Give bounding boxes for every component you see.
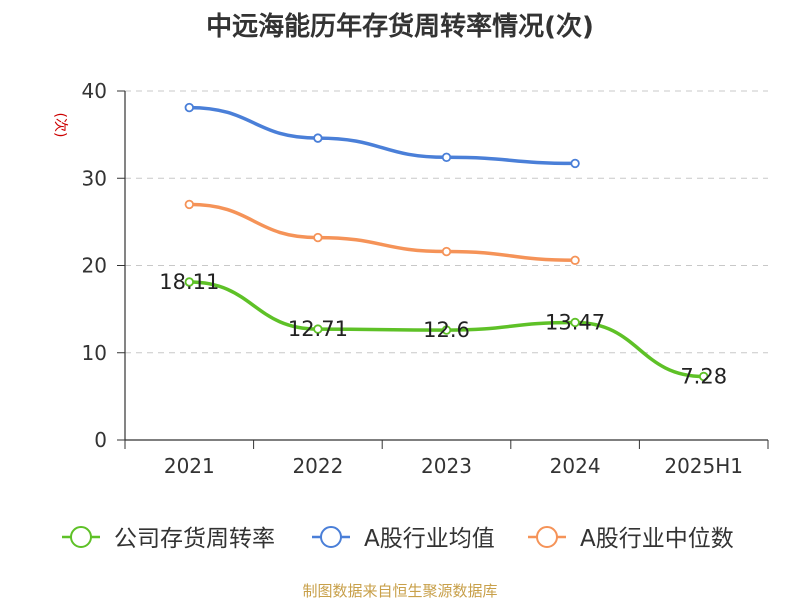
x-tick-label: 2025H1 <box>664 454 743 478</box>
series-line <box>189 105 576 166</box>
data-label: 12.6 <box>423 318 470 342</box>
data-point <box>184 102 194 113</box>
legend-label: A股行业中位数 <box>580 526 734 552</box>
y-tick-label: 40 <box>82 79 107 103</box>
data-label: 13.47 <box>545 310 605 334</box>
series-line <box>189 202 576 263</box>
legend-marker <box>320 526 342 548</box>
data-point <box>570 158 580 169</box>
data-point <box>570 255 580 265</box>
y-tick-label: 0 <box>94 428 107 452</box>
legend-marker <box>536 526 558 548</box>
data-point <box>441 152 452 163</box>
data-source-note: 制图数据来自恒生聚源数据库 <box>302 582 498 600</box>
data-label: 12.71 <box>288 317 348 341</box>
y-tick-label: 10 <box>82 341 107 365</box>
y-tick-label: 20 <box>82 254 107 278</box>
legend-marker <box>70 526 92 548</box>
data-point <box>441 325 452 335</box>
legend-label: A股行业均值 <box>364 526 495 552</box>
data-point <box>570 317 580 328</box>
data-point <box>184 277 194 287</box>
data-label: 18.11 <box>159 270 219 294</box>
data-point <box>313 133 323 143</box>
chart-title: 中远海能历年存货周转率情况(次) <box>206 12 594 42</box>
x-tick-label: 2024 <box>550 454 601 478</box>
x-tick-label: 2022 <box>292 454 343 478</box>
legend-label: 公司存货周转率 <box>114 526 275 552</box>
data-point <box>441 246 452 257</box>
data-label: 7.28 <box>680 364 727 388</box>
data-point <box>699 371 709 382</box>
x-tick-label: 2021 <box>164 454 215 478</box>
data-point <box>184 199 194 210</box>
x-tick-label: 2023 <box>421 454 472 478</box>
y-tick-label: 30 <box>82 166 107 190</box>
y-axis-label: (次) <box>52 113 68 138</box>
data-point <box>313 324 323 334</box>
data-point <box>313 232 323 243</box>
